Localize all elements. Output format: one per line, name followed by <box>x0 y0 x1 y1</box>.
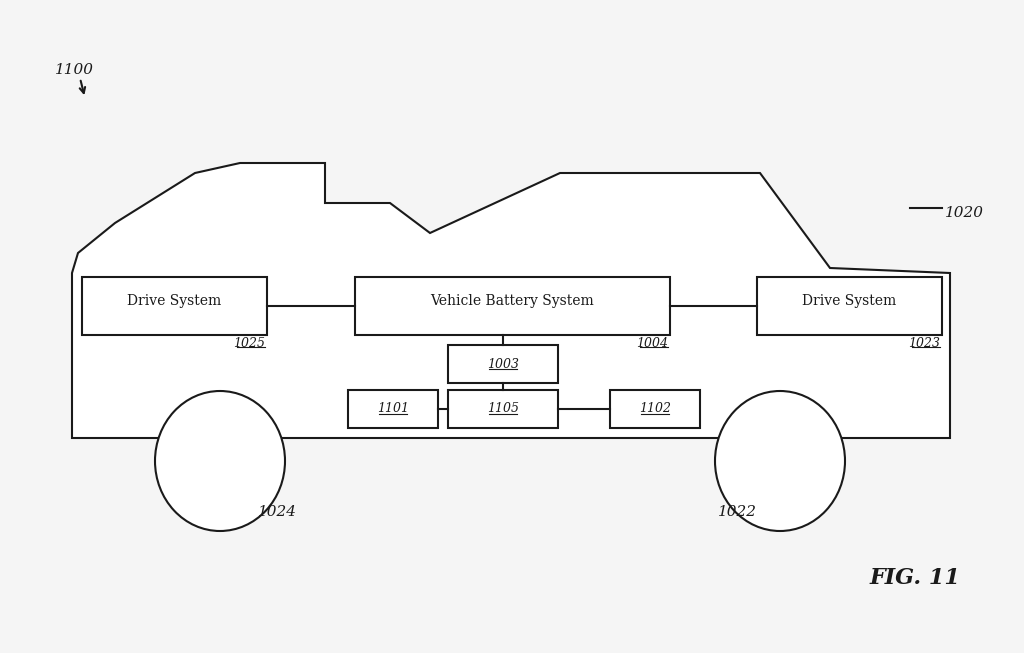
Ellipse shape <box>715 391 845 531</box>
Text: Drive System: Drive System <box>127 294 221 308</box>
FancyBboxPatch shape <box>348 390 438 428</box>
Text: 1102: 1102 <box>639 402 671 415</box>
Text: 1020: 1020 <box>945 206 984 220</box>
Text: 1003: 1003 <box>487 357 519 370</box>
Ellipse shape <box>155 391 285 531</box>
Text: 1025: 1025 <box>233 337 265 350</box>
Text: FIG. 11: FIG. 11 <box>870 567 961 589</box>
Text: 1100: 1100 <box>55 63 94 77</box>
Polygon shape <box>72 163 950 438</box>
Text: 1022: 1022 <box>718 505 757 519</box>
Text: 1101: 1101 <box>377 402 409 415</box>
Text: 1023: 1023 <box>908 337 940 350</box>
Text: Drive System: Drive System <box>803 294 897 308</box>
FancyBboxPatch shape <box>757 277 942 335</box>
Text: 1004: 1004 <box>636 337 668 350</box>
FancyBboxPatch shape <box>449 345 558 383</box>
Text: 1024: 1024 <box>258 505 297 519</box>
FancyBboxPatch shape <box>355 277 670 335</box>
FancyBboxPatch shape <box>610 390 700 428</box>
Text: Vehicle Battery System: Vehicle Battery System <box>431 294 594 308</box>
FancyBboxPatch shape <box>449 390 558 428</box>
FancyBboxPatch shape <box>82 277 267 335</box>
Text: 1105: 1105 <box>487 402 519 415</box>
